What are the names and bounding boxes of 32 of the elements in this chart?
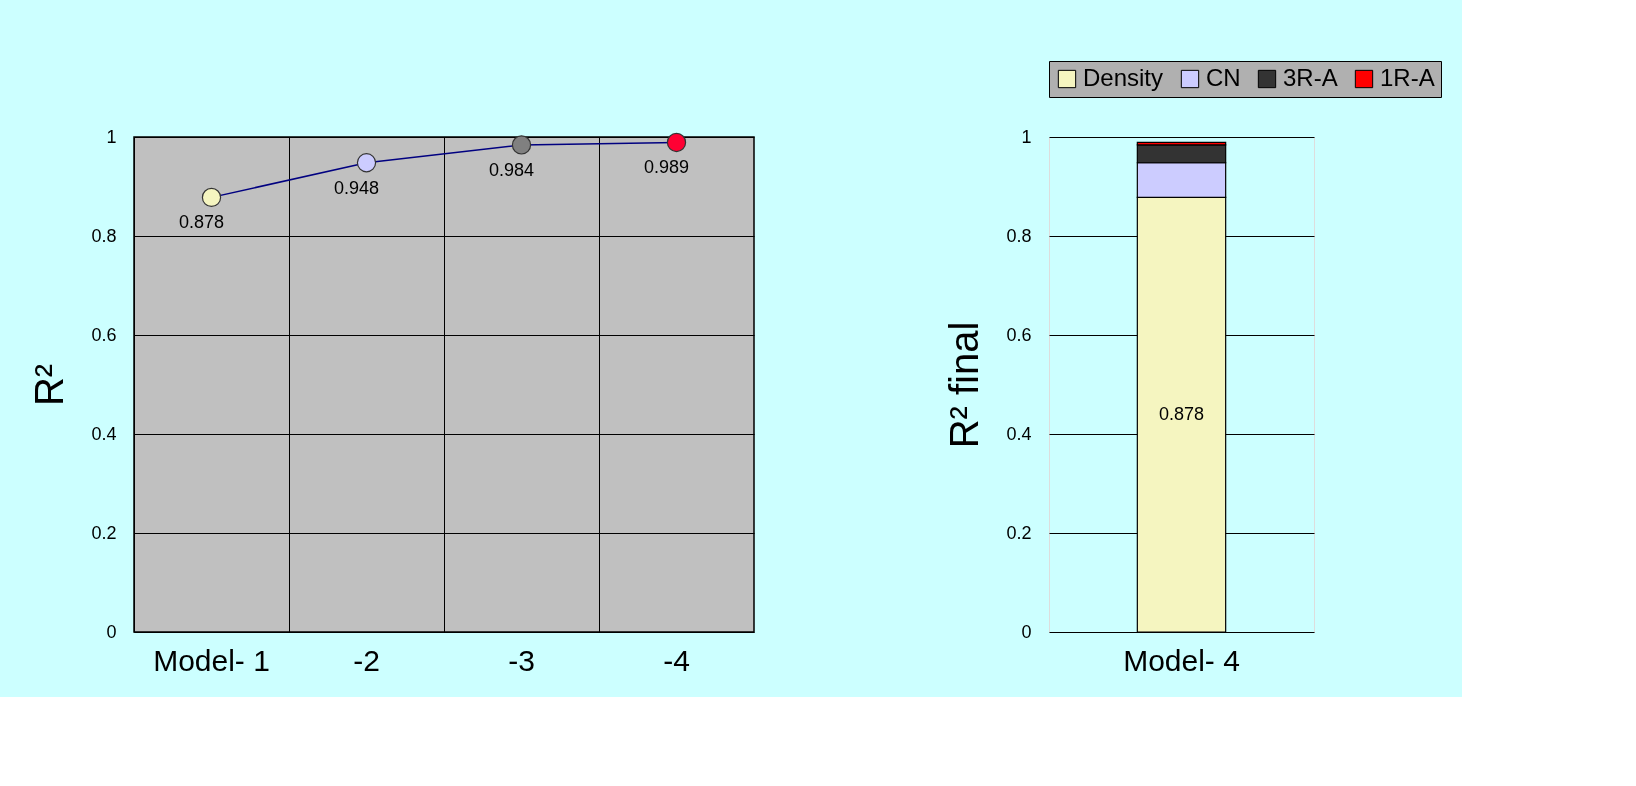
- data-label: 0.948: [333, 177, 380, 198]
- point: [511, 135, 532, 155]
- y-tick-label: 0.6: [91, 324, 117, 345]
- legend-label: 3R-A: [1283, 64, 1338, 91]
- point: [201, 187, 222, 208]
- y-tick-label: 0.8: [91, 225, 117, 246]
- y-axis-title: R² final: [942, 321, 987, 449]
- y-tick-label: 0.8: [1006, 225, 1032, 246]
- data-label: 0.878: [1158, 403, 1205, 424]
- data-label: 0.984: [488, 159, 535, 180]
- point: [666, 132, 687, 153]
- x-tick-label: Model- 4: [1123, 643, 1240, 677]
- legend-label: 1R-A: [1380, 64, 1435, 91]
- y-axis-title: R²: [27, 363, 72, 407]
- y-tick-label: 0.6: [1006, 324, 1032, 345]
- x-tick-label: -4: [663, 643, 690, 677]
- y-tick-label: 1: [106, 126, 117, 147]
- y-tick-label: 0.4: [1006, 423, 1032, 444]
- x-tick-label: -2: [353, 643, 380, 677]
- y-tick-label: 1: [1021, 126, 1032, 147]
- data-label: 0.878: [178, 212, 225, 233]
- y-tick-label: 0.4: [91, 423, 117, 444]
- x-tick-label: Model- 1: [153, 643, 270, 677]
- point: [356, 153, 377, 173]
- legend-label: Density: [1083, 64, 1164, 91]
- data-label: 0.989: [643, 157, 690, 178]
- y-tick-label: 0: [106, 621, 117, 642]
- legend-label: CN: [1206, 64, 1241, 91]
- x-tick-label: -3: [508, 643, 535, 677]
- y-tick-label: 0.2: [1006, 522, 1032, 543]
- y-tick-label: 0.2: [91, 522, 117, 543]
- y-tick-label: 0: [1021, 621, 1032, 642]
